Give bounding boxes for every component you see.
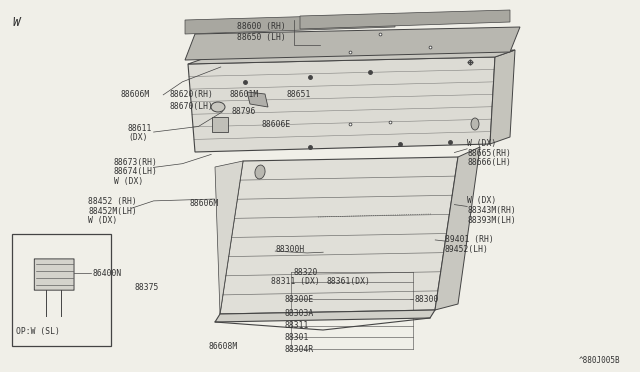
Text: 88674(LH): 88674(LH) (114, 167, 158, 176)
Polygon shape (435, 147, 480, 310)
Text: OP:W (SL): OP:W (SL) (15, 327, 60, 336)
Text: (DX): (DX) (128, 133, 147, 142)
Text: 88311 (DX): 88311 (DX) (271, 277, 320, 286)
Text: 88601M: 88601M (229, 90, 259, 99)
Text: W (DX): W (DX) (467, 139, 497, 148)
Text: 88606M: 88606M (189, 199, 219, 208)
Text: 88452M(LH): 88452M(LH) (88, 207, 137, 216)
FancyBboxPatch shape (35, 259, 74, 290)
Text: 88651: 88651 (286, 90, 310, 99)
Text: 88611: 88611 (128, 124, 152, 133)
Text: 88650 (LH): 88650 (LH) (237, 33, 285, 42)
Ellipse shape (211, 102, 225, 112)
Text: 88670(LH): 88670(LH) (170, 102, 214, 110)
Polygon shape (220, 157, 458, 314)
Polygon shape (215, 161, 243, 314)
Text: 88620(RH): 88620(RH) (170, 90, 214, 99)
Text: 88304R: 88304R (285, 345, 314, 354)
Text: 89452(LH): 89452(LH) (445, 245, 489, 254)
Text: 88665(RH): 88665(RH) (467, 149, 511, 158)
Polygon shape (212, 117, 228, 132)
Text: 88361(DX): 88361(DX) (326, 277, 371, 286)
Text: 88311: 88311 (285, 321, 309, 330)
Polygon shape (188, 57, 495, 152)
Text: 88600 (RH): 88600 (RH) (237, 22, 285, 31)
Text: 88300: 88300 (415, 295, 439, 304)
Text: W (DX): W (DX) (467, 196, 497, 205)
Text: 86608M: 86608M (209, 342, 238, 351)
Polygon shape (185, 14, 395, 34)
Text: 88301: 88301 (285, 333, 309, 342)
Text: 88666(LH): 88666(LH) (467, 158, 511, 167)
Text: 88320: 88320 (293, 268, 317, 277)
Text: 88343M(RH): 88343M(RH) (467, 206, 516, 215)
Ellipse shape (255, 165, 265, 179)
Polygon shape (490, 50, 515, 144)
Text: 88606M: 88606M (120, 90, 150, 99)
Polygon shape (215, 310, 435, 322)
Text: 88300E: 88300E (285, 295, 314, 304)
Polygon shape (247, 92, 268, 107)
Text: 88673(RH): 88673(RH) (114, 158, 158, 167)
Text: W (DX): W (DX) (88, 217, 118, 225)
Text: 86400N: 86400N (93, 269, 122, 278)
Text: 88300H: 88300H (275, 245, 305, 254)
Text: 88452 (RH): 88452 (RH) (88, 197, 137, 206)
Text: ^880J005B: ^880J005B (579, 356, 621, 365)
Bar (12, 234, 111, 346)
Text: W: W (13, 16, 20, 29)
Ellipse shape (471, 118, 479, 130)
Polygon shape (188, 50, 515, 64)
Text: 88796: 88796 (232, 107, 256, 116)
Text: 88393M(LH): 88393M(LH) (467, 216, 516, 225)
Text: 88303A: 88303A (285, 309, 314, 318)
Text: W (DX): W (DX) (114, 177, 143, 186)
Text: 88375: 88375 (134, 283, 159, 292)
Text: 89401 (RH): 89401 (RH) (445, 235, 493, 244)
Polygon shape (300, 10, 510, 29)
Polygon shape (185, 27, 520, 60)
Text: 88606E: 88606E (261, 120, 291, 129)
